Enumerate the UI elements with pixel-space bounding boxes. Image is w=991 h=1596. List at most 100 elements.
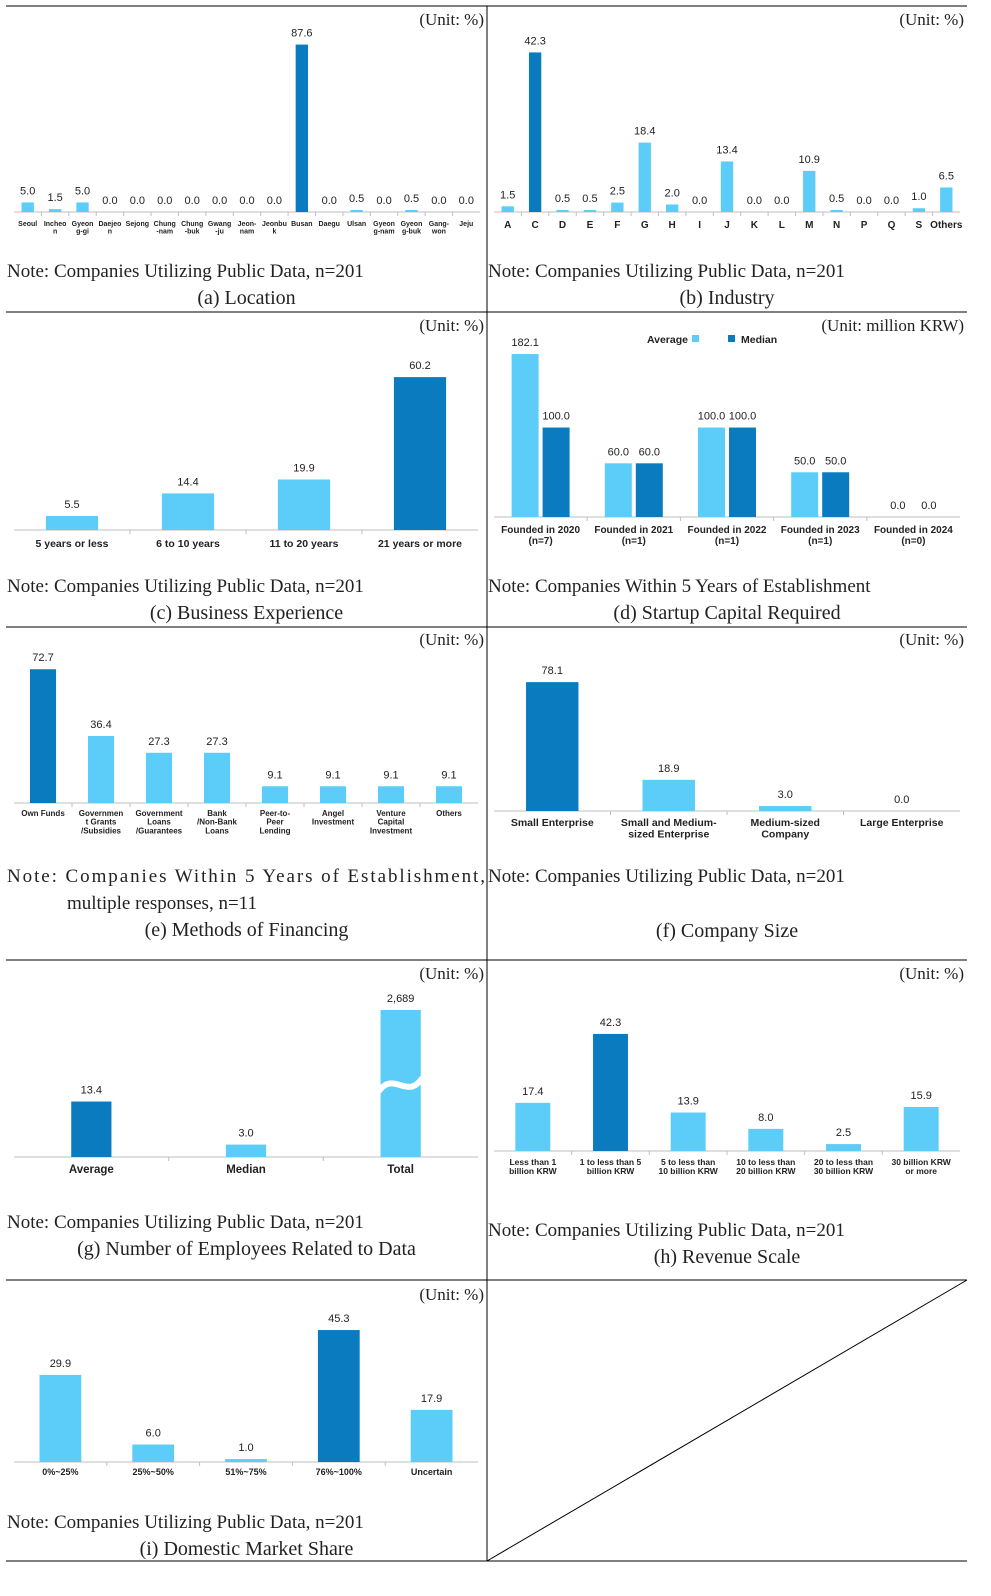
unit-label: (Unit: %) <box>419 10 484 29</box>
x-tick-label-line: Large Enterprise <box>860 817 944 829</box>
x-tick-label: Founded in 2020 (n=7) <box>501 525 580 547</box>
x-tick-label-line: /Guarantees <box>136 826 183 835</box>
data-label: 100.0 <box>542 411 570 423</box>
x-tick-label-line: F <box>614 220 620 231</box>
data-label: 3.0 <box>238 1128 253 1140</box>
x-tick-label-line: 6 to 10 years <box>156 538 220 550</box>
data-label: 1.0 <box>238 1442 253 1454</box>
panel-caption: (a) Location <box>197 287 295 309</box>
x-tick-label-line: N <box>833 220 840 231</box>
x-tick-label-line: Company <box>761 828 809 840</box>
bar <box>642 779 695 811</box>
x-tick-label-line: A <box>504 220 511 231</box>
x-tick-label-line: E <box>587 220 594 231</box>
data-label: 0.5 <box>555 193 570 205</box>
unit-label: (Unit: %) <box>419 630 484 649</box>
x-tick-label: 11 to 20 years <box>270 538 339 550</box>
x-tick-label: 10 to less than 20 billion KRW <box>736 1157 796 1176</box>
x-tick-label: Jeonbu k <box>262 221 287 236</box>
data-label: 0.5 <box>404 193 419 205</box>
x-tick-label: Gang-won <box>429 221 450 236</box>
x-tick-label: 25%~50% <box>133 1467 174 1477</box>
bar <box>748 1128 784 1151</box>
x-tick-label-line: Investment <box>312 818 355 827</box>
x-tick-label: Own Funds <box>21 809 65 818</box>
x-tick-label-line: D <box>559 220 566 231</box>
x-tick-label: Chung -nam <box>154 221 176 236</box>
data-label: 42.3 <box>600 1017 621 1029</box>
x-tick-label-line: t Grants <box>86 818 117 827</box>
bar <box>803 170 816 212</box>
x-tick-label-line: billion KRW <box>509 1166 558 1176</box>
x-tick-label-line: G <box>641 220 649 231</box>
x-tick-label: Seoul <box>18 221 37 228</box>
x-tick-label-line: 10 to less than <box>736 1157 795 1167</box>
x-tick-label-line: Gwang <box>208 221 231 228</box>
x-tick-label-line: H <box>669 220 676 231</box>
x-tick-label: 30 billion KRW or more <box>891 1157 951 1176</box>
x-tick-label-line: Capital <box>378 818 405 827</box>
x-tick-label-line: Peer <box>266 818 283 827</box>
x-tick-label-line: n <box>53 229 57 236</box>
x-tick-label: K <box>751 220 759 231</box>
x-tick-label: Q <box>888 220 896 231</box>
unit-label: (Unit: %) <box>419 1285 484 1304</box>
bar <box>611 202 624 212</box>
x-tick-label-line: sized Enterprise <box>628 828 709 840</box>
x-tick-label-line: (n=1) <box>808 536 832 547</box>
x-tick-label-line: Bank <box>207 809 227 818</box>
x-tick-label-line: 5 years or less <box>36 538 109 550</box>
legend-label: Average <box>647 334 688 346</box>
note-text: Note: Companies Utilizing Public Data, n… <box>7 1512 364 1533</box>
data-label: 29.9 <box>50 1358 71 1370</box>
legend-swatch <box>692 335 699 342</box>
x-tick-label-line: g-gi <box>76 229 89 236</box>
unit-label: (Unit: %) <box>899 964 964 983</box>
x-tick-label-line: P <box>861 220 868 231</box>
x-tick-label: Daejeo n <box>98 221 121 236</box>
x-tick-label-line: Medium-sized <box>751 817 820 829</box>
bar <box>912 208 926 212</box>
data-label: 0.0 <box>267 195 282 207</box>
x-tick-label-line: L <box>779 220 785 231</box>
data-label: 13.4 <box>81 1085 102 1097</box>
bar <box>666 204 679 212</box>
bar-average <box>698 427 725 517</box>
data-label: 0.0 <box>894 794 909 806</box>
note-text: Note: Companies Utilizing Public Data, n… <box>7 1212 364 1233</box>
x-tick-label: Uncertain <box>411 1467 453 1477</box>
x-tick-label-line: nam <box>240 229 254 236</box>
x-tick-label: Jeju <box>459 221 473 228</box>
panel-caption: (i) Domestic Market Share <box>140 1538 354 1560</box>
bar <box>638 142 651 212</box>
data-label: 15.9 <box>910 1090 931 1102</box>
x-tick-label: J <box>724 220 730 231</box>
x-tick-label: Busan <box>291 221 312 228</box>
data-label: 0.0 <box>921 500 936 512</box>
note-text: Note: Companies Utilizing Public Data, n… <box>488 261 845 282</box>
data-label: 2,689 <box>387 993 415 1005</box>
data-label: 0.0 <box>774 195 789 207</box>
x-tick-label-line: 21 years or more <box>378 538 462 550</box>
data-label: 60.2 <box>409 360 430 372</box>
x-tick-label: L <box>779 220 785 231</box>
x-tick-label-line: won <box>431 229 446 236</box>
data-label: 3.0 <box>778 789 793 801</box>
x-tick-label: Total <box>387 1164 414 1176</box>
x-tick-label-line: 0%~25% <box>42 1467 78 1477</box>
x-tick-label-line: Daejeo <box>98 221 121 228</box>
bar <box>940 187 953 212</box>
bar <box>393 377 447 530</box>
data-label: 0.0 <box>459 195 474 207</box>
x-tick-label-line: Own Funds <box>21 809 65 818</box>
x-tick-label-line: C <box>532 220 539 231</box>
data-label: 36.4 <box>90 719 111 731</box>
x-tick-label: Peer-to-Peer Lending <box>259 809 290 835</box>
bar <box>405 210 418 212</box>
x-tick-label: 1 to less than 5 billion KRW <box>580 1157 642 1176</box>
x-tick-label-line: Founded in 2023 <box>781 525 860 536</box>
x-tick-label-line: 11 to 20 years <box>270 538 339 550</box>
data-label: 5.0 <box>75 185 90 197</box>
